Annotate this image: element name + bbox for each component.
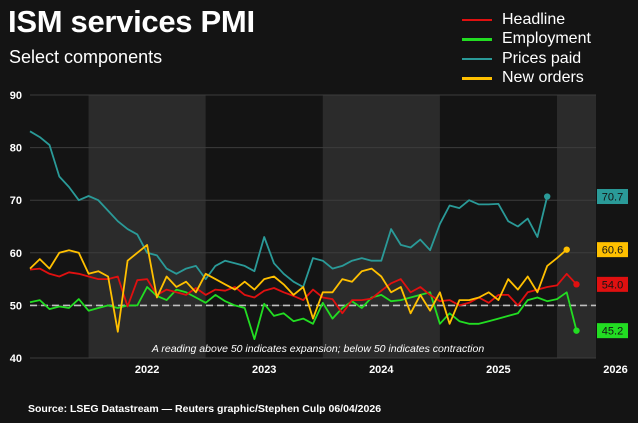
- legend: Headline Employment Prices paid New orde…: [462, 10, 591, 88]
- y-tick-label: 80: [10, 143, 22, 155]
- y-tick-label: 50: [10, 300, 22, 312]
- chart-title: ISM services PMI: [8, 4, 255, 39]
- year-band-2024: [322, 95, 440, 358]
- y-tick-label: 40: [10, 353, 22, 365]
- series-line-new-orders: [29, 243, 568, 333]
- annotation: A reading above 50 indicates expansion; …: [151, 343, 484, 355]
- legend-label-new-orders: New orders: [502, 69, 584, 87]
- year-band-2022: [88, 95, 206, 358]
- legend-swatch-employment: [462, 38, 492, 41]
- end-label-box-headline: [597, 276, 628, 292]
- x-tick-label: 2023: [252, 364, 276, 376]
- end-point-employment: [573, 327, 580, 334]
- end-point-prices-paid: [544, 193, 551, 200]
- legend-item-new-orders: New orders: [462, 69, 591, 89]
- end-label-headline: 54.0: [602, 279, 623, 291]
- source-note: Source: LSEG Datastream — Reuters graphi…: [28, 403, 382, 415]
- series-line-headline: [29, 267, 578, 315]
- legend-item-prices-paid: Prices paid: [462, 49, 591, 69]
- legend-label-prices-paid: Prices paid: [502, 49, 582, 67]
- x-tick-label: 2025: [486, 364, 510, 376]
- series-line-prices-paid: [29, 130, 549, 288]
- year-band-2026: [556, 95, 596, 358]
- x-tick-label: 2026: [603, 364, 627, 376]
- end-label-employment: 45.2: [602, 326, 623, 338]
- y-tick-label: 70: [10, 195, 22, 207]
- chart-subtitle: Select components: [9, 47, 163, 67]
- legend-label-employment: Employment: [502, 30, 591, 48]
- end-label-box-employment: [597, 323, 628, 339]
- legend-item-headline: Headline: [462, 10, 591, 30]
- end-point-headline: [573, 281, 580, 288]
- end-label-prices-paid: 70.7: [602, 192, 623, 204]
- end-label-box-prices-paid: [597, 189, 628, 205]
- legend-item-employment: Employment: [462, 30, 591, 50]
- end-point-new-orders: [563, 246, 570, 253]
- legend-swatch-prices-paid: [462, 57, 492, 60]
- y-tick-label: 90: [10, 90, 22, 102]
- x-tick-label: 2022: [135, 364, 159, 376]
- legend-swatch-headline: [462, 18, 492, 21]
- end-label-box-new-orders: [597, 242, 628, 258]
- y-tick-label: 60: [10, 248, 22, 260]
- x-tick-label: 2024: [369, 364, 394, 376]
- legend-label-headline: Headline: [502, 10, 566, 28]
- end-label-new-orders: 60.6: [602, 245, 623, 257]
- legend-swatch-new-orders: [462, 77, 492, 80]
